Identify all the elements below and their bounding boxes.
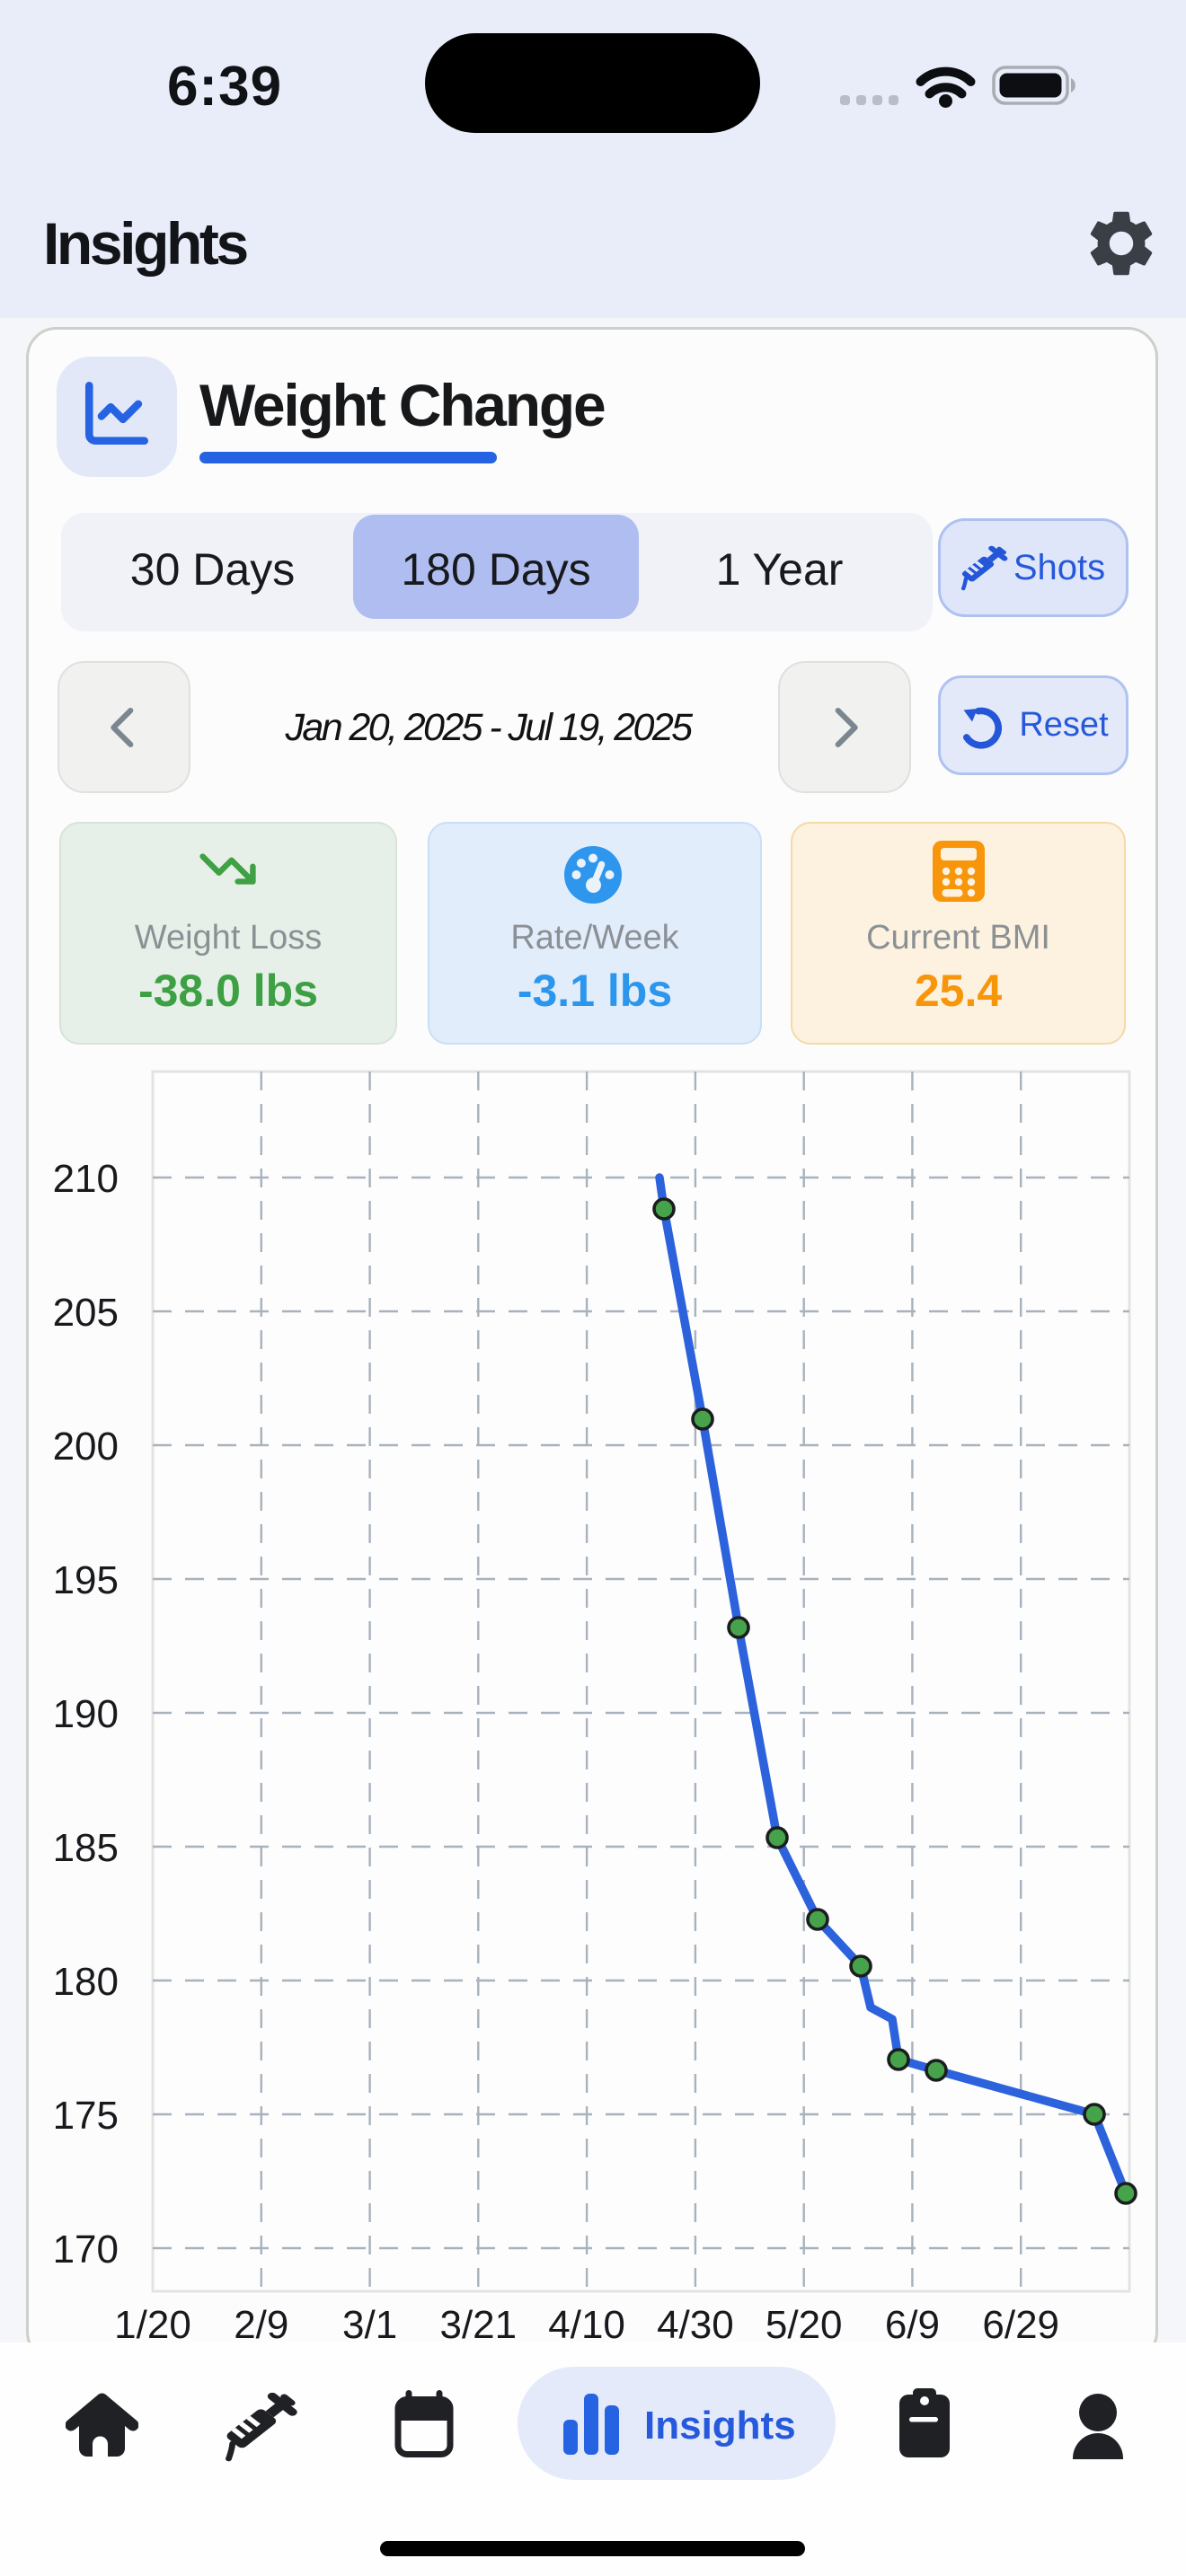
svg-text:195: 195	[53, 1558, 119, 1602]
svg-text:6/9: 6/9	[885, 2303, 940, 2347]
svg-text:170: 170	[53, 2228, 119, 2272]
svg-text:1/20: 1/20	[114, 2303, 191, 2347]
svg-text:6/29: 6/29	[982, 2303, 1059, 2347]
svg-text:175: 175	[53, 2094, 119, 2138]
svg-text:185: 185	[53, 1826, 119, 1870]
svg-text:4/10: 4/10	[548, 2303, 625, 2347]
svg-text:190: 190	[53, 1692, 119, 1736]
svg-text:3/21: 3/21	[439, 2303, 517, 2347]
svg-text:205: 205	[53, 1291, 119, 1335]
svg-text:2/9: 2/9	[234, 2303, 288, 2347]
svg-text:3/1: 3/1	[342, 2303, 397, 2347]
svg-text:200: 200	[53, 1425, 119, 1469]
svg-text:5/20: 5/20	[766, 2303, 843, 2347]
svg-text:4/30: 4/30	[657, 2303, 734, 2347]
svg-text:180: 180	[53, 1960, 119, 2004]
svg-text:210: 210	[53, 1157, 119, 1201]
